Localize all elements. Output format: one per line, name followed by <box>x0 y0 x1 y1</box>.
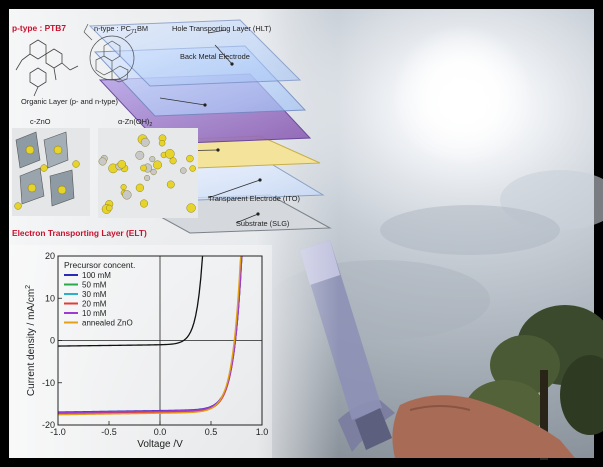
sun-glare <box>392 25 532 165</box>
atom-sphere <box>186 154 194 163</box>
x-axis-label: Voltage /V <box>137 439 183 450</box>
y-tick-label: -20 <box>42 420 55 430</box>
legend-entry: 100 mM <box>82 271 111 280</box>
atom-sphere <box>169 157 177 165</box>
atom-sphere <box>144 174 151 181</box>
atom-sphere <box>106 204 113 212</box>
dark-curve <box>58 256 204 347</box>
x-tick-label: -0.5 <box>101 427 117 437</box>
atom-sphere <box>180 167 187 174</box>
x-tick-label: -1.0 <box>50 427 66 437</box>
legend-entry: 10 mM <box>82 309 107 318</box>
y-tick-label: 20 <box>45 251 55 261</box>
curve-group <box>58 256 243 416</box>
atom-sphere <box>117 160 127 169</box>
legend-entry: annealed ZnO <box>82 319 133 328</box>
label-ptype: p-type : PTB7 <box>12 23 66 33</box>
atom-sphere <box>135 183 145 192</box>
htl-layer <box>88 19 302 87</box>
jv-chart: -1.0 -0.5 0.0 0.5 1.0 20 10 0 -10 -20 Voltage /V Cu… <box>10 245 272 458</box>
x-tick-label: 0.5 <box>205 427 218 437</box>
atom-sphere <box>186 203 196 213</box>
atom-sphere <box>140 137 150 147</box>
label-htl: Hole Transporting Layer (HLT) <box>172 24 271 33</box>
atom-sphere <box>122 190 132 200</box>
y-tick-label: 0 <box>50 336 55 346</box>
atom-sphere <box>189 165 196 172</box>
atom-sphere <box>149 156 156 163</box>
a-zn-oh2-structure <box>98 128 198 218</box>
label-substrate: Substrate (SLG) <box>236 219 289 228</box>
tree-silhouette <box>465 305 603 460</box>
ptb7-molecule <box>15 39 79 97</box>
y-tick-label: 10 <box>45 293 55 303</box>
atom-sphere <box>135 150 145 160</box>
atom-sphere <box>164 149 175 159</box>
y-tick-label: -10 <box>42 378 55 388</box>
y-axis-label: Current density / mA/cm2 <box>25 285 37 396</box>
series-line <box>58 256 242 416</box>
label-ntype: n-type : PC71BM <box>94 24 148 35</box>
label-azno: α-Zn(OH)2 <box>118 117 152 128</box>
label-czno: c-ZnO <box>30 117 51 126</box>
legend-entry: 30 mM <box>82 290 107 299</box>
atom-sphere <box>120 184 127 191</box>
atom-sphere <box>139 199 148 208</box>
label-organic: Organic Layer (p- and n-type) <box>21 97 118 106</box>
legend-entry: 20 mM <box>82 300 107 309</box>
diagram-labels: p-type : PTB7 n-type : PC71BM Hole Trans… <box>12 23 300 238</box>
atom-sphere <box>158 139 166 147</box>
atom-sphere <box>150 168 157 176</box>
label-back-metal: Back Metal Electrode <box>180 52 250 61</box>
legend-entry: 50 mM <box>82 281 107 290</box>
label-tco: Transparent Electrode (ITO) <box>208 194 300 203</box>
legend-title: Precursor concent. <box>64 260 135 270</box>
c-zno-crystal <box>12 128 90 216</box>
label-etl: Electron Transporting Layer (ELT) <box>12 228 147 238</box>
atom-sphere <box>166 180 175 189</box>
x-tick-label: 1.0 <box>256 427 269 437</box>
x-tick-label: 0.0 <box>154 427 167 437</box>
pcbm-molecule <box>83 23 135 83</box>
atom-sphere <box>153 160 162 170</box>
atom-sphere <box>98 157 107 166</box>
atom-sphere <box>140 164 147 172</box>
